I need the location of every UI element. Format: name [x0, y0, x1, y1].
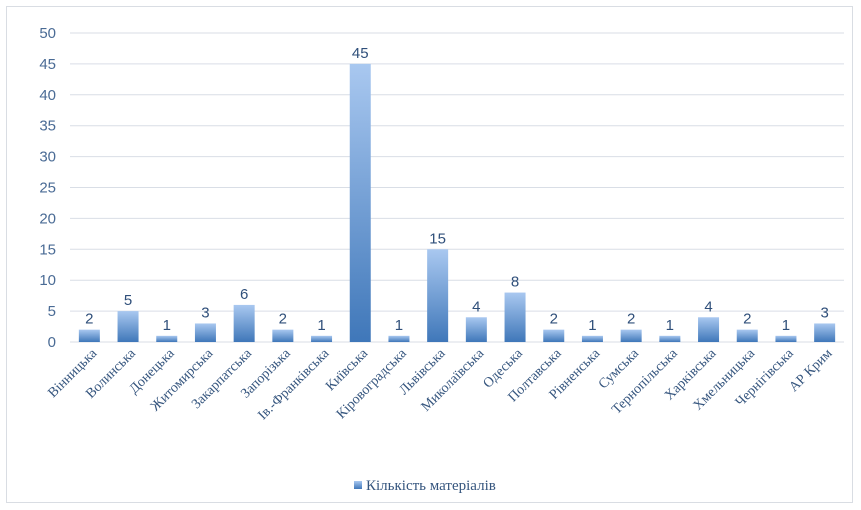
y-tick-label: 5 [48, 303, 56, 320]
x-category-label: АР Крим [787, 346, 836, 395]
bar [233, 304, 255, 342]
bar [465, 317, 487, 342]
bar [581, 335, 603, 342]
y-axis-ticks: 0 5 10 15 20 25 30 35 40 45 50 [39, 25, 56, 351]
bar [272, 329, 294, 342]
data-label: 8 [511, 274, 519, 291]
y-tick-label: 45 [39, 56, 56, 73]
bar [194, 323, 216, 342]
data-label: 1 [588, 317, 596, 334]
y-tick-label: 30 [39, 149, 56, 166]
bar [117, 311, 139, 342]
bar [698, 317, 720, 342]
y-tick-label: 10 [39, 272, 56, 289]
data-label: 1 [163, 317, 171, 334]
bar [388, 335, 410, 342]
y-tick-label: 20 [39, 210, 56, 227]
gridlines [70, 32, 844, 343]
bar [156, 335, 178, 342]
legend-swatch [354, 481, 362, 489]
bar [736, 329, 758, 342]
data-label: 2 [627, 311, 635, 328]
legend-label: Кількість матеріалів [366, 478, 496, 494]
bar [427, 249, 449, 342]
data-label: 15 [429, 230, 446, 247]
data-label: 3 [201, 304, 209, 321]
data-label: 3 [820, 304, 828, 321]
data-label: 2 [550, 311, 558, 328]
bar [775, 335, 797, 342]
data-label: 1 [666, 317, 674, 334]
bar [349, 63, 371, 343]
bar [311, 335, 333, 342]
bar [620, 329, 642, 342]
legend: Кількість матеріалів [354, 478, 496, 494]
y-tick-label: 0 [48, 334, 56, 351]
data-labels: 2 5 1 3 6 2 1 45 1 15 4 8 2 1 2 1 4 2 1 3 [85, 45, 829, 334]
data-label: 1 [395, 317, 403, 334]
bars [78, 63, 836, 343]
bar [504, 292, 526, 342]
y-tick-label: 25 [39, 180, 56, 197]
bar [814, 323, 836, 342]
data-label: 4 [704, 298, 712, 315]
x-category-label: Ів.-Франківська [255, 346, 333, 424]
data-label: 1 [782, 317, 790, 334]
x-axis-categories: ВінницькаВолинськаДонецькаЖитомирськаЗак… [45, 346, 835, 424]
y-tick-label: 35 [39, 118, 56, 135]
bar [543, 329, 565, 342]
data-label: 2 [85, 311, 93, 328]
bar [78, 329, 100, 342]
data-label: 2 [279, 311, 287, 328]
data-label: 2 [743, 311, 751, 328]
data-label: 5 [124, 292, 132, 309]
bar [659, 335, 681, 342]
data-label: 45 [352, 45, 369, 62]
data-label: 6 [240, 286, 248, 303]
data-label: 1 [317, 317, 325, 334]
y-tick-label: 50 [39, 25, 56, 42]
y-tick-label: 40 [39, 87, 56, 104]
data-label: 4 [472, 298, 480, 315]
y-tick-label: 15 [39, 241, 56, 258]
